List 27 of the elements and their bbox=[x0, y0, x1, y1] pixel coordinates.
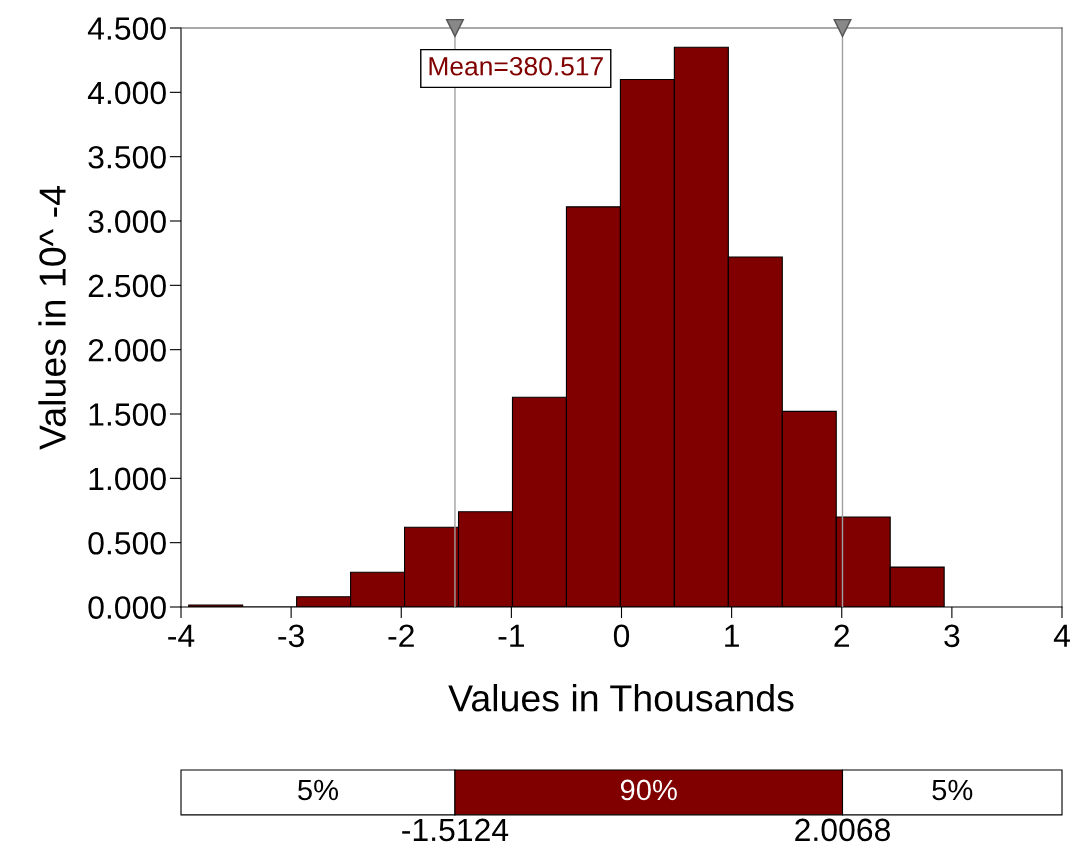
y-axis-title: Values in 10^ -4 bbox=[38, 186, 66, 450]
text: 90% bbox=[620, 779, 677, 801]
x-tick-label: -4 bbox=[168, 624, 195, 647]
y-tick-label: 0.000 bbox=[88, 596, 166, 619]
y-tick-label: 2.000 bbox=[88, 338, 166, 362]
y-tick-label: 3.500 bbox=[88, 145, 166, 169]
y-tick-label: 2.500 bbox=[88, 274, 166, 298]
y-tick-label: 1.500 bbox=[89, 403, 166, 426]
x-tick-label: -1 bbox=[498, 624, 525, 647]
x-tick-label: -3 bbox=[278, 624, 304, 648]
x-tick-label: 3 bbox=[944, 624, 960, 648]
text: 5% bbox=[298, 779, 339, 801]
text: -1.5124 bbox=[402, 818, 509, 842]
annotation: Mean=380.517 bbox=[429, 56, 603, 76]
x-tick-label: 1 bbox=[725, 624, 739, 647]
x-tick-label: -2 bbox=[388, 624, 414, 647]
x-axis-title: Values in Thousands bbox=[448, 684, 794, 712]
y-tick-label: 3.000 bbox=[88, 210, 166, 233]
text: 2.0068 bbox=[795, 818, 890, 842]
x-tick-label: 2 bbox=[834, 624, 850, 647]
y-tick-label: 4.500 bbox=[87, 17, 166, 40]
text: 5% bbox=[932, 779, 973, 801]
y-tick-label: 1.000 bbox=[89, 467, 166, 491]
y-tick-label: 4.000 bbox=[87, 81, 166, 105]
x-tick-label: 4 bbox=[1053, 624, 1070, 647]
y-tick-label: 0.500 bbox=[88, 531, 166, 555]
x-tick-label: 0 bbox=[613, 624, 630, 648]
